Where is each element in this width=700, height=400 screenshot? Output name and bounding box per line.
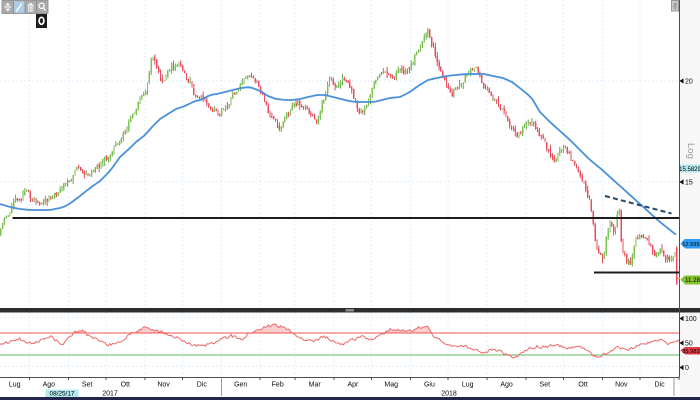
svg-text:15: 15 — [685, 180, 693, 187]
svg-text:20: 20 — [685, 79, 693, 86]
svg-text:Apr: Apr — [347, 382, 359, 389]
svg-text:Ago: Ago — [43, 382, 56, 389]
svg-text:Log: Log — [685, 143, 696, 159]
svg-text:Lug: Lug — [9, 382, 21, 389]
svg-text:08/25/17: 08/25/17 — [50, 391, 75, 398]
svg-text:Gen: Gen — [234, 382, 247, 389]
svg-text:Ago: Ago — [500, 382, 513, 389]
svg-text:Nov: Nov — [615, 382, 628, 389]
svg-text:Ott: Ott — [121, 382, 130, 389]
svg-text:11.28: 11.28 — [685, 277, 700, 284]
svg-text:2017: 2017 — [102, 391, 118, 398]
svg-text:Lug: Lug — [462, 382, 474, 389]
svg-text:Giu: Giu — [424, 382, 435, 389]
svg-text:Ott: Ott — [578, 382, 587, 389]
svg-text:Dic: Dic — [197, 382, 208, 389]
svg-text:12.5959: 12.5959 — [682, 242, 700, 248]
svg-text:Set: Set — [82, 382, 93, 389]
svg-text:Mag: Mag — [384, 382, 398, 389]
svg-text:0: 0 — [685, 365, 689, 372]
svg-text:15.5829: 15.5829 — [679, 167, 700, 173]
svg-text:2018: 2018 — [441, 391, 457, 398]
svg-text:Mar: Mar — [309, 382, 322, 389]
svg-text:100: 100 — [685, 316, 697, 323]
svg-text:Dic: Dic — [655, 382, 666, 389]
svg-text:Feb: Feb — [272, 382, 284, 389]
svg-text:50: 50 — [685, 341, 693, 348]
svg-text:Nov: Nov — [157, 382, 170, 389]
svg-text:35.9832: 35.9832 — [682, 349, 700, 355]
svg-text:Set: Set — [540, 382, 551, 389]
